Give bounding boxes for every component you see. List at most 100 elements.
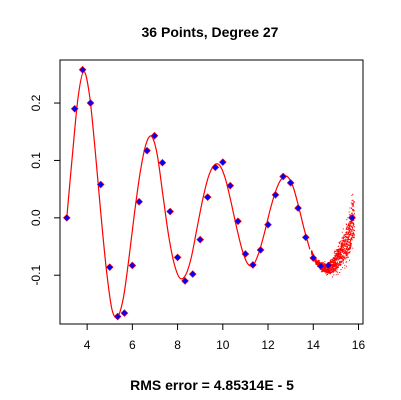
data-point — [188, 270, 197, 278]
noise-point — [324, 269, 326, 270]
noise-point — [330, 273, 332, 275]
noise-point — [340, 257, 342, 259]
noise-point — [346, 246, 348, 247]
noise-point — [341, 237, 343, 239]
noise-point — [331, 264, 333, 266]
noise-point — [324, 270, 325, 272]
noise-point — [337, 254, 339, 256]
noise-point — [333, 260, 335, 262]
noise-point — [336, 258, 338, 260]
data-points — [62, 65, 356, 321]
noise-point — [318, 262, 320, 264]
data-point — [196, 235, 205, 244]
noise-point — [353, 223, 355, 225]
noise-point — [349, 240, 351, 242]
noise-point — [350, 229, 352, 230]
noise-point — [342, 246, 344, 248]
noise-point — [346, 228, 348, 229]
noise-point — [353, 233, 355, 235]
noise-point — [341, 244, 342, 246]
noise-point — [332, 262, 334, 263]
noise-point — [351, 229, 353, 231]
data-point — [226, 181, 235, 190]
noise-point — [343, 253, 344, 255]
noise-point — [333, 258, 335, 260]
noise-point — [325, 268, 327, 270]
noise-point — [337, 258, 339, 260]
noise-point — [351, 222, 353, 224]
noise-point — [322, 268, 324, 270]
noise-point — [334, 262, 336, 264]
noise-point — [331, 261, 333, 263]
noise-point — [345, 233, 347, 235]
noise-point — [322, 263, 324, 264]
noise-point — [349, 241, 351, 243]
noise-point — [337, 249, 339, 250]
noise-point — [349, 235, 351, 237]
data-point — [234, 217, 242, 226]
noise-point — [339, 252, 341, 254]
noise-point — [353, 237, 355, 239]
noise-point — [332, 270, 334, 272]
noise-point — [351, 208, 353, 209]
noise-point — [335, 263, 337, 265]
noise-point — [335, 259, 337, 261]
noise-point — [317, 263, 319, 265]
noise-point — [318, 262, 320, 264]
noise-point — [348, 225, 350, 227]
noise-point — [340, 250, 342, 252]
noise-point — [346, 261, 348, 263]
noise-point — [342, 257, 344, 259]
noise-point — [347, 251, 349, 253]
noise-point — [353, 233, 355, 234]
noise-point — [343, 243, 345, 244]
noise-point — [311, 251, 313, 253]
noise-point — [353, 226, 355, 228]
noise-point — [331, 269, 333, 271]
noise-point — [331, 267, 333, 269]
noise-point — [330, 269, 332, 271]
noise-point — [351, 225, 353, 227]
noise-point — [340, 243, 342, 245]
noise-point — [348, 236, 350, 238]
noise-point — [351, 221, 353, 223]
noise-point — [349, 259, 350, 261]
noise-point — [340, 264, 341, 266]
noise-point — [350, 243, 352, 245]
noise-point — [334, 270, 336, 272]
noise-point — [333, 263, 335, 265]
noise-point — [349, 207, 351, 209]
noise-point — [338, 255, 340, 257]
data-point — [150, 131, 159, 140]
noise-point — [332, 262, 334, 264]
noise-point — [342, 255, 344, 257]
noise-point — [335, 271, 337, 273]
noise-point — [348, 229, 350, 231]
noise-point — [322, 267, 324, 269]
noise-point — [346, 256, 348, 258]
noise-point — [353, 224, 355, 226]
noise-point — [332, 260, 334, 262]
noise-point — [337, 274, 339, 275]
noise-point — [345, 250, 347, 252]
noise-point — [329, 259, 331, 261]
noise-point — [335, 267, 337, 268]
noise-point — [325, 272, 327, 274]
noise-point — [344, 235, 346, 237]
noise-point — [321, 261, 323, 263]
noise-point — [331, 271, 333, 273]
data-point — [128, 261, 137, 270]
noise-point — [338, 248, 340, 250]
noise-point — [346, 252, 348, 254]
noise-point — [351, 233, 353, 235]
noise-point — [352, 199, 354, 201]
noise-point — [321, 270, 323, 272]
noise-point — [338, 241, 340, 243]
noise-point — [334, 252, 336, 254]
noise-point — [342, 240, 344, 242]
noise-point — [341, 242, 343, 244]
noise-point — [349, 227, 351, 229]
noise-point — [347, 227, 349, 229]
noise-point — [349, 251, 351, 253]
